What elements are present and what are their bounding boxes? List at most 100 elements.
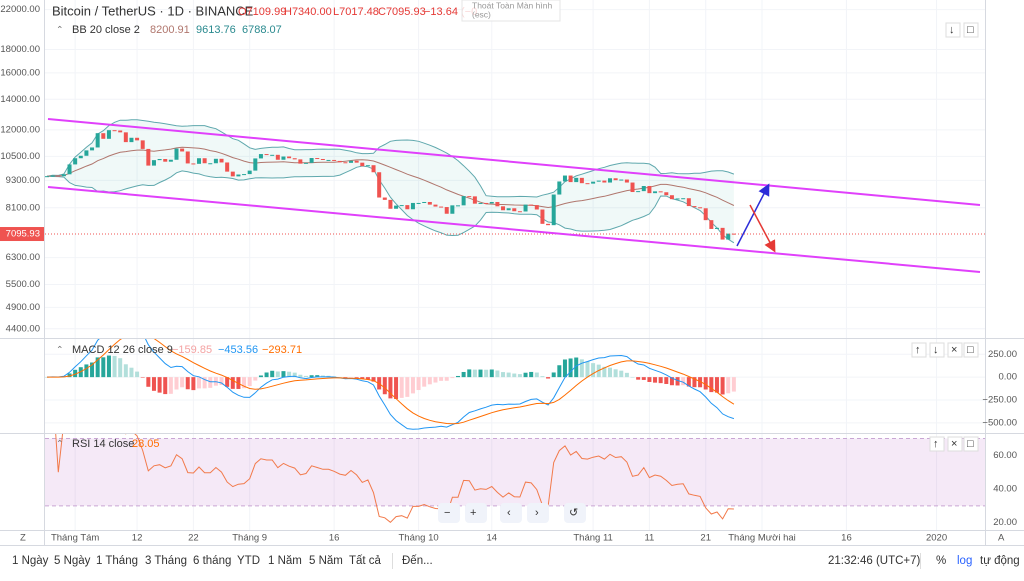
- candle: [258, 154, 263, 159]
- macd-histogram-bar: [180, 377, 185, 388]
- zoom-in[interactable]: [465, 503, 487, 523]
- button[interactable]: [963, 436, 979, 452]
- reset[interactable]: [564, 503, 586, 523]
- candle: [354, 160, 359, 163]
- range-button[interactable]: 1 Năm: [268, 555, 302, 567]
- y-tick-label: 8100.00: [6, 202, 40, 213]
- fullscreen-hint-key: (esc): [472, 9, 491, 19]
- range-button[interactable]: Đến...: [402, 555, 433, 567]
- candle: [731, 233, 736, 235]
- macd-histogram-bar: [168, 377, 173, 394]
- macd-histogram-bar: [619, 370, 624, 378]
- candle: [292, 158, 297, 160]
- range-button[interactable]: 6 tháng: [193, 555, 231, 567]
- macd-histogram-bar: [151, 377, 156, 391]
- candle: [512, 208, 517, 212]
- scroll-left[interactable]: [500, 503, 522, 523]
- macd-pane: [45, 339, 736, 430]
- button[interactable]: [911, 342, 927, 358]
- macd-histogram-bar: [731, 377, 736, 392]
- candle: [641, 186, 646, 192]
- macd-histogram-bar: [726, 377, 731, 394]
- x-tick-label: 14: [486, 533, 497, 544]
- macd-histogram-bar: [608, 367, 612, 378]
- y-tick-label: 22000.00: [0, 4, 40, 15]
- corner-left[interactable]: Z: [20, 533, 26, 544]
- corner-right[interactable]: A: [998, 533, 1005, 544]
- collapse[interactable]: ⌃: [56, 438, 64, 448]
- macd-histogram-bar: [467, 369, 472, 378]
- macd-histogram-bar: [106, 355, 111, 378]
- last-price-label: 7095.93: [6, 229, 40, 240]
- scale-option[interactable]: log: [957, 555, 972, 567]
- macd-hist: −159.85: [172, 344, 212, 356]
- macd-histogram-bar: [349, 377, 354, 378]
- x-tick-label: 2020: [926, 533, 947, 544]
- macd-histogram-bar: [219, 377, 224, 385]
- macd-histogram-bar: [658, 377, 663, 384]
- candle: [478, 202, 483, 204]
- candle: [309, 158, 314, 163]
- macd-histogram-bar: [669, 377, 674, 386]
- macd-histogram-bar: [298, 374, 303, 378]
- macd-signal: −293.71: [262, 344, 302, 356]
- range-button[interactable]: 5 Năm: [309, 555, 343, 567]
- candle: [185, 151, 190, 164]
- button[interactable]: [929, 342, 945, 358]
- candle: [78, 155, 83, 159]
- button[interactable]: [963, 342, 979, 358]
- candle: [140, 140, 145, 149]
- candle: [377, 172, 382, 198]
- collapse[interactable]: ⌃: [56, 24, 64, 34]
- macd-histogram-bar: [202, 377, 207, 389]
- range-button[interactable]: 1 Tháng: [96, 555, 138, 567]
- candle: [529, 204, 534, 206]
- candle: [726, 233, 731, 240]
- range-button[interactable]: 3 Tháng: [145, 555, 187, 567]
- y-tick-label: 250.00: [988, 349, 1017, 360]
- button[interactable]: [947, 436, 963, 452]
- macd-histogram-bar: [653, 377, 658, 383]
- candle: [484, 202, 489, 204]
- range-button[interactable]: YTD: [237, 555, 260, 567]
- candle: [574, 177, 579, 183]
- macd-histogram-bar: [135, 371, 140, 378]
- x-tick-label: Tháng 11: [573, 533, 612, 544]
- macd-histogram-bar: [230, 377, 235, 389]
- scale-option[interactable]: tự động: [980, 555, 1020, 567]
- x-tick-label: 22: [188, 533, 199, 544]
- button[interactable]: [963, 22, 979, 38]
- ohlc-open: O7109.99: [238, 6, 286, 18]
- y-tick-label: 0.00: [999, 372, 1018, 383]
- candle: [405, 205, 410, 210]
- collapse[interactable]: ⌃: [56, 344, 64, 354]
- macd-histogram-bar: [579, 359, 584, 378]
- candle: [444, 207, 449, 214]
- button[interactable]: [929, 436, 945, 452]
- macd-histogram-bar: [574, 357, 579, 378]
- candle: [253, 158, 258, 171]
- range-button[interactable]: Tất cả: [349, 555, 382, 567]
- bb-upper-line: [46, 119, 735, 198]
- candle: [129, 137, 134, 143]
- y-tick-label: 9300.00: [6, 175, 40, 186]
- y-tick-label: 40.00: [993, 484, 1017, 495]
- bb-basis: 8200.91: [150, 24, 190, 36]
- zoom-out[interactable]: [438, 503, 460, 523]
- candle: [73, 158, 78, 165]
- scale-option[interactable]: %: [936, 555, 946, 567]
- candle: [720, 227, 725, 240]
- candle: [151, 160, 156, 166]
- candle: [118, 130, 123, 133]
- button[interactable]: [947, 342, 963, 358]
- scroll-right[interactable]: [527, 503, 549, 523]
- macd-histogram-bar: [320, 375, 325, 378]
- button[interactable]: [945, 22, 961, 38]
- range-button[interactable]: 1 Ngày: [12, 555, 49, 567]
- y-tick-label: 10500.00: [0, 151, 40, 162]
- macd-histogram-bar: [253, 377, 258, 381]
- candle: [180, 148, 185, 152]
- candle: [371, 165, 376, 173]
- drawings: [47, 118, 981, 273]
- range-button[interactable]: 5 Ngày: [54, 555, 91, 567]
